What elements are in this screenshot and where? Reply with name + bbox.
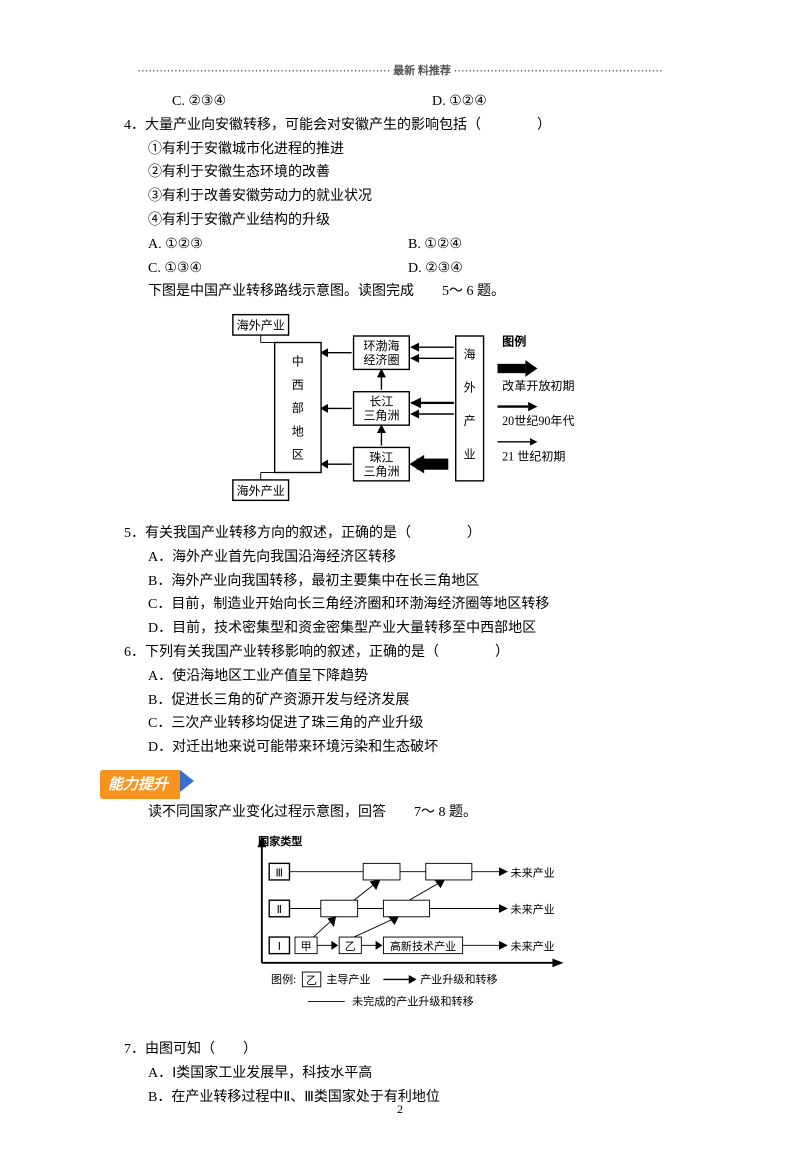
q6-opt-c: C．三次产业转移均促进了珠三角的产业升级 xyxy=(100,712,700,736)
q4-item-1: ①有利于安徽城市化进程的推进 xyxy=(100,138,700,162)
d1-legend-title: 图例 xyxy=(502,333,526,348)
page-footer: 2 xyxy=(0,1099,800,1119)
d1-zj2: 三角洲 xyxy=(363,464,399,478)
d2-ylabel: 国家类型 xyxy=(258,834,302,848)
diagram-country-industry: 国家类型 Ⅲ 未来产业 Ⅱ xyxy=(100,831,700,1030)
d1-legend3: 21 世纪初期 xyxy=(502,450,565,464)
diagram-china-transfer: 海外产业 海外产业 中 西 部 地 区 环渤海 经济圈 长江 三角洲 xyxy=(100,310,700,514)
q6-opt-b: B．促进长三角的矿产资源开发与经济发展 xyxy=(100,689,700,713)
d2-legend-t2: 主导产业 xyxy=(326,972,370,986)
page-header: ⋯⋯⋯⋯⋯⋯⋯⋯⋯⋯⋯⋯⋯⋯⋯⋯⋯⋯⋯⋯⋯⋯⋯ 最新 料推荐 ⋯⋯⋯⋯⋯⋯⋯⋯⋯… xyxy=(0,62,800,81)
q4-opt-a: A. ①②③ xyxy=(100,233,408,257)
d2-row2: Ⅱ xyxy=(277,904,282,916)
page-number: 2 xyxy=(397,1102,403,1116)
q7-opt-a: A．Ⅰ类国家工业发展早，科技水平高 xyxy=(100,1062,700,1086)
d2-legend-t4: 未完成的产业升级和转移 xyxy=(352,994,474,1008)
svg-text:地: 地 xyxy=(292,425,304,439)
badge-arrow-icon xyxy=(180,770,194,792)
q-prev-opt-c: C. ②③④ xyxy=(100,90,432,114)
q4-follow: 下图是中国产业转移路线示意图。读图完成 5～ 6 题。 xyxy=(100,280,700,304)
ability-badge: 能力提升 xyxy=(100,770,180,800)
d2-row3: Ⅲ xyxy=(276,867,284,879)
q-prev-options: C. ②③④ D. ①②④ xyxy=(100,90,700,114)
q4-opt-d: D. ②③④ xyxy=(408,257,463,281)
q5-stem: 5．有关我国产业转移方向的叙述，正确的是（ ） xyxy=(100,522,700,546)
section2-lead: 读不同国家产业变化过程示意图，回答 7～ 8 题。 xyxy=(100,801,700,825)
q6-opt-a: A．使沿海地区工业产值呈下降趋势 xyxy=(100,665,700,689)
q7-stem: 7．由图可知（ ） xyxy=(100,1038,700,1062)
d1-cj1: 长江 xyxy=(369,395,393,409)
d1-legend2: 20世纪90年代 xyxy=(502,414,574,428)
q5-opt-a: A．海外产业首先向我国沿海经济区转移 xyxy=(100,546,700,570)
content: C. ②③④ D. ①②④ 4．大量产业向安徽转移，可能会对安徽产生的影响包括（… xyxy=(100,90,700,1109)
svg-text:外: 外 xyxy=(464,381,476,395)
d1-hbh2: 经济圈 xyxy=(363,352,399,367)
q4-item-3: ③有利于改善安徽劳动力的就业状况 xyxy=(100,185,700,209)
q6-stem: 6．下列有关我国产业转移影响的叙述，正确的是（ ） xyxy=(100,641,700,665)
d2-legend-key: 乙 xyxy=(306,974,317,987)
q4-stem: 4．大量产业向安徽转移，可能会对安徽产生的影响包括（ ） xyxy=(100,114,700,138)
svg-text:西: 西 xyxy=(292,378,304,392)
ability-badge-wrap: 能力提升 xyxy=(100,770,700,800)
header-suffix: ⋯⋯⋯⋯⋯⋯⋯⋯⋯⋯⋯⋯⋯⋯⋯⋯⋯⋯⋯ xyxy=(454,65,663,77)
d2-wl-1: 未来产业 xyxy=(511,939,555,953)
d2-yi: 乙 xyxy=(345,940,356,953)
d1-cj2: 三角洲 xyxy=(363,409,399,423)
q6-opt-d: D．对迁出地来说可能带来环境污染和生态破坏 xyxy=(100,736,700,760)
svg-text:区: 区 xyxy=(292,448,304,462)
header-title: 最新 料推荐 xyxy=(393,65,451,77)
svg-text:中: 中 xyxy=(292,354,304,369)
svg-text:部: 部 xyxy=(292,400,304,415)
d2-wl-2: 未来产业 xyxy=(511,902,555,916)
svg-text:产: 产 xyxy=(464,414,476,428)
diagram2-svg: 国家类型 Ⅲ 未来产业 Ⅱ xyxy=(225,831,575,1021)
svg-text:业: 业 xyxy=(464,448,476,462)
q5-opt-d: D．目前，技术密集型和资金密集型产业大量转移至中西部地区 xyxy=(100,617,700,641)
d2-wl-3: 未来产业 xyxy=(511,865,555,879)
q4-item-2: ②有利于安徽生态环境的改善 xyxy=(100,161,700,185)
q5-opt-c: C．目前，制造业开始向长三角经济圈和环渤海经济圈等地区转移 xyxy=(100,593,700,617)
d2-legend-t3: 产业升级和转移 xyxy=(420,972,497,986)
q4-opt-b: B. ①②④ xyxy=(408,233,462,257)
q4-item-4: ④有利于安徽产业结构的升级 xyxy=(100,209,700,233)
svg-text:海: 海 xyxy=(464,346,476,361)
diagram1-svg: 海外产业 海外产业 中 西 部 地 区 环渤海 经济圈 长江 三角洲 xyxy=(185,310,615,505)
d1-legend1: 改革开放初期 xyxy=(502,378,574,393)
q-prev-opt-d: D. ①②④ xyxy=(432,90,487,114)
d2-jia: 甲 xyxy=(301,941,312,953)
header-prefix: ⋯⋯⋯⋯⋯⋯⋯⋯⋯⋯⋯⋯⋯⋯⋯⋯⋯⋯⋯⋯⋯⋯⋯ xyxy=(137,65,390,77)
d2-row1: Ⅰ xyxy=(278,941,281,953)
d2-gx: 高新技术产业 xyxy=(390,939,456,953)
d1-zj1: 珠江 xyxy=(369,451,393,465)
d1-hw-top: 海外产业 xyxy=(237,318,285,333)
q4-options-row1: A. ①②③ B. ①②④ xyxy=(100,233,700,257)
q4-opt-c: C. ①③④ xyxy=(100,257,408,281)
d2-legend-t1: 图例: xyxy=(271,972,296,986)
d1-hw-bot: 海外产业 xyxy=(237,483,285,498)
page: ⋯⋯⋯⋯⋯⋯⋯⋯⋯⋯⋯⋯⋯⋯⋯⋯⋯⋯⋯⋯⋯⋯⋯ 最新 料推荐 ⋯⋯⋯⋯⋯⋯⋯⋯⋯… xyxy=(0,0,800,1149)
d1-hbh1: 环渤海 xyxy=(363,338,399,353)
q5-opt-b: B．海外产业向我国转移，最初主要集中在长三角地区 xyxy=(100,570,700,594)
q4-options-row2: C. ①③④ D. ②③④ xyxy=(100,257,700,281)
